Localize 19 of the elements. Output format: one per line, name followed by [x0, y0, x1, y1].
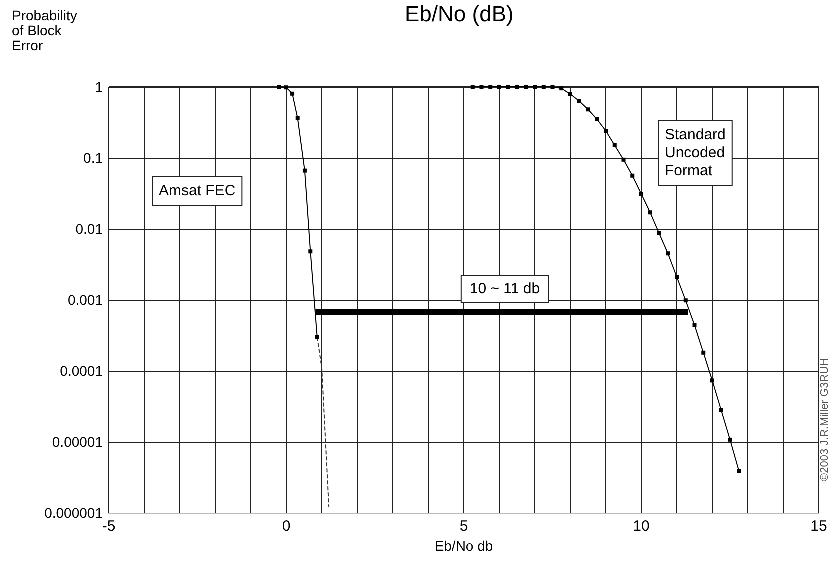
x-tick-label: 5 [460, 518, 468, 535]
y-tick-label: 0.001 [68, 292, 104, 308]
annotation: ©2003 J.R.Miller G3RUH [819, 358, 831, 482]
x-tick-label: 0 [282, 518, 291, 535]
y-tick-label: 0.0001 [60, 363, 104, 379]
annotation: 10 ~ 11 db [470, 280, 540, 298]
y-tick-label: 0.000001 [44, 505, 104, 521]
annotation: Amsat FEC [159, 182, 236, 200]
y-tick-label: 0.00001 [52, 434, 104, 450]
x-tick-label: -5 [102, 518, 116, 535]
x-tick-label: 10 [633, 518, 650, 535]
y-tick-label: 0.01 [76, 221, 104, 237]
x-tick-label: 15 [810, 518, 828, 535]
y-tick-label: 1 [95, 79, 104, 95]
y-tick-label: 0.1 [84, 150, 104, 166]
chart-title: Eb/No (dB) [405, 2, 514, 26]
x-axis-title: Eb/No db [434, 538, 494, 554]
annotation: Standard Uncoded Format [665, 126, 726, 180]
y-axis-title: Probability of Block Error [12, 8, 78, 54]
